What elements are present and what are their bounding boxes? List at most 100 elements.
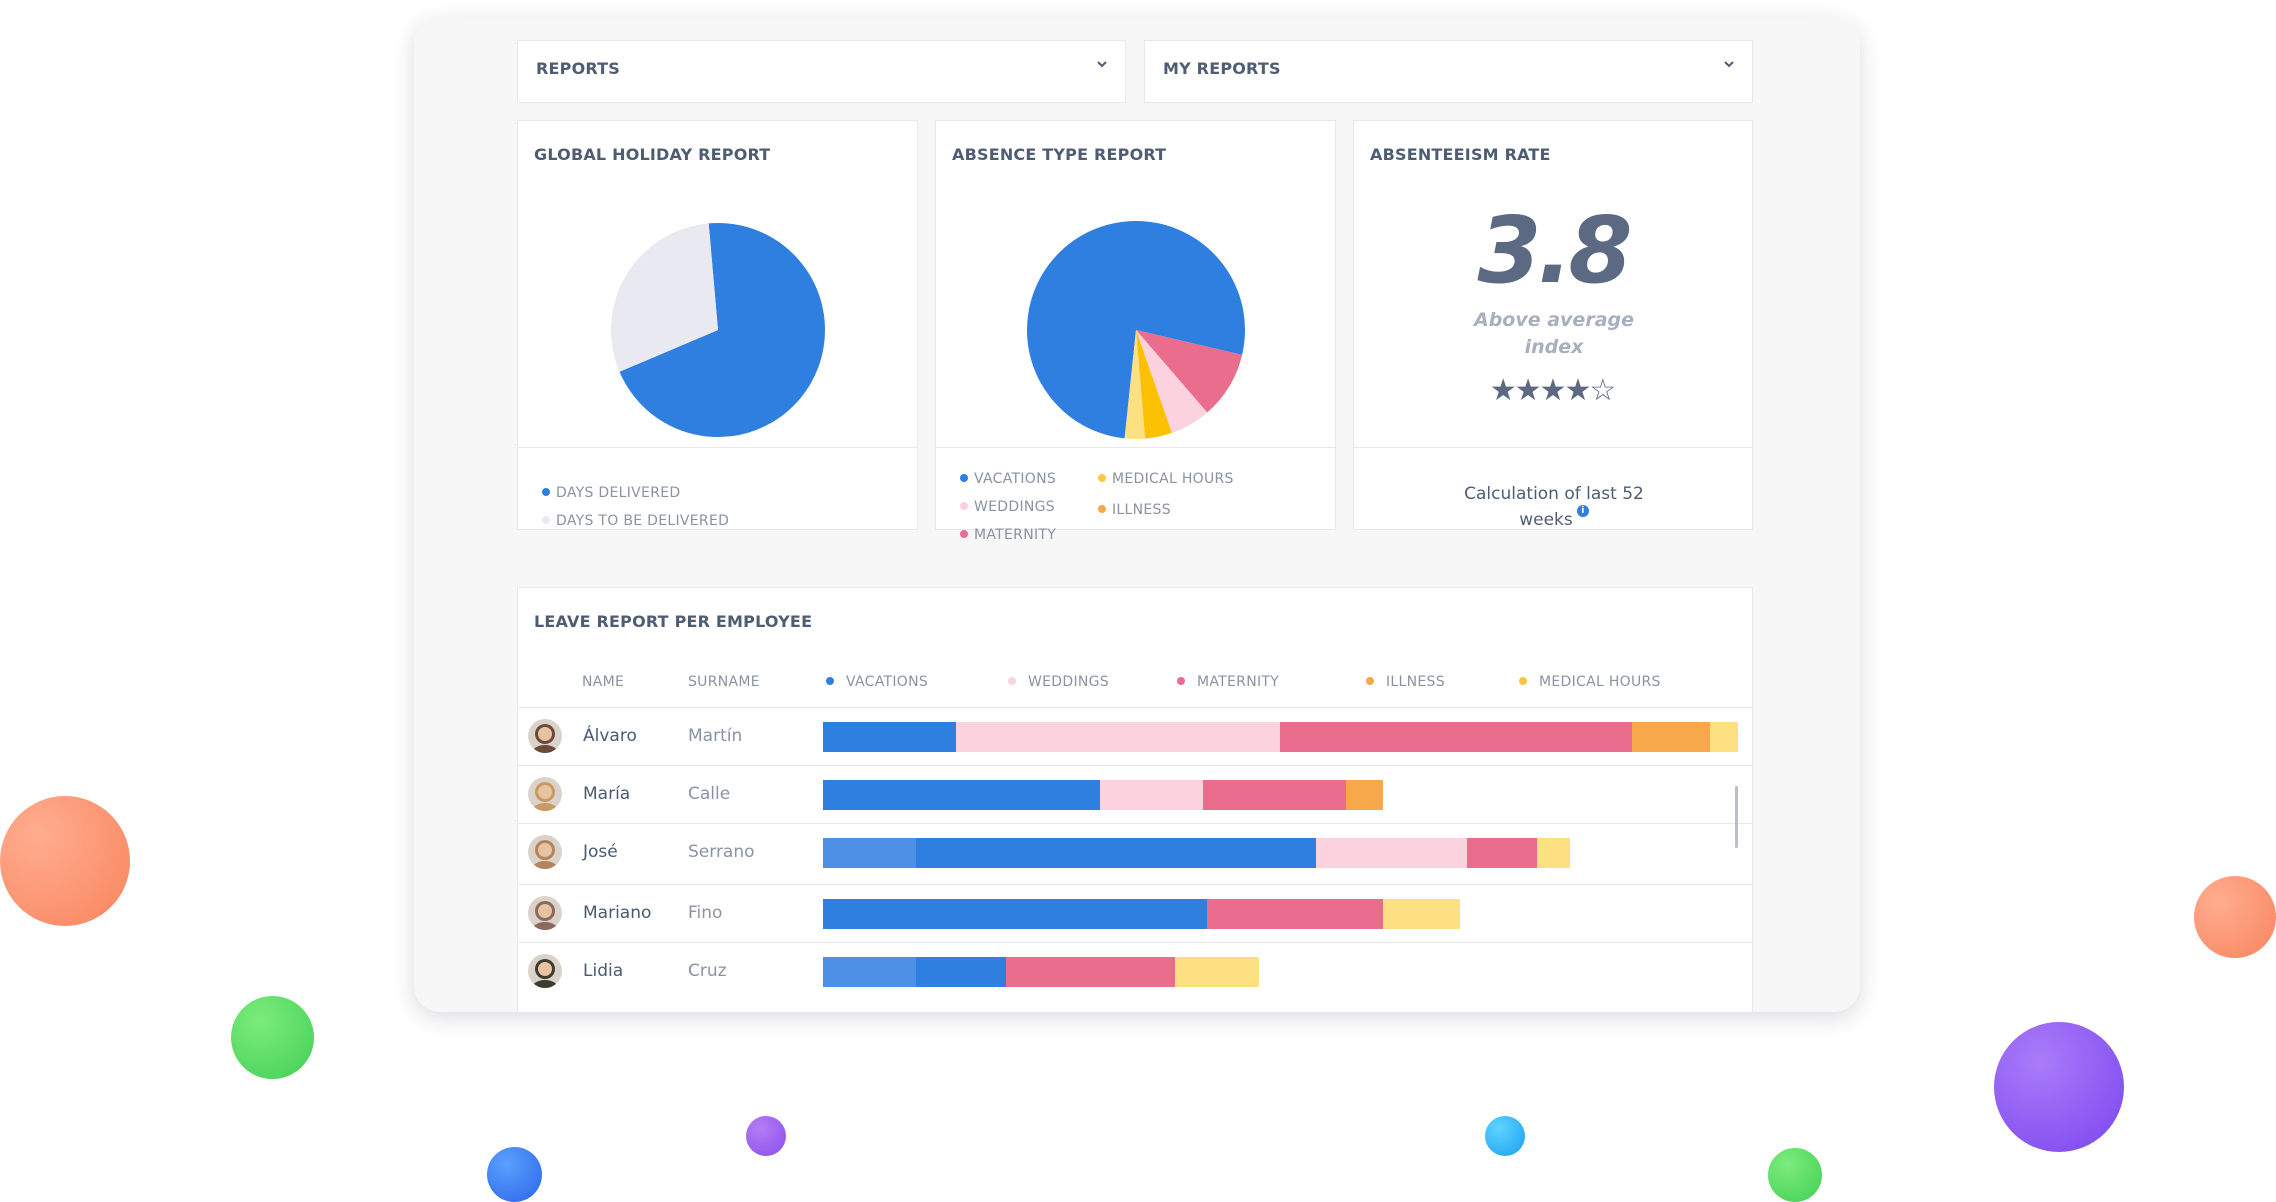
avatar-image — [528, 719, 562, 753]
bar-segment-maternity — [1203, 780, 1346, 810]
star-filled-icon: ★ — [1564, 373, 1592, 408]
avatar-image — [528, 954, 562, 988]
legend-dot — [960, 474, 968, 482]
global-holiday-card: GLOBAL HOLIDAY REPORT DAYS DELIVERED DAY… — [517, 120, 918, 530]
chevron-down-icon — [1724, 61, 1734, 68]
decor-bubble-purple-small — [746, 1116, 786, 1156]
employee-name: Álvaro — [583, 726, 637, 746]
star-filled-icon: ★ — [1514, 373, 1542, 408]
absenteeism-value: 3.8 — [1477, 197, 1633, 304]
stacked-bar — [823, 780, 1383, 810]
col-head-surname: SURNAME — [688, 674, 760, 690]
my-reports-select[interactable]: MY REPORTS — [1144, 40, 1753, 103]
leave-report-card: LEAVE REPORT PER EMPLOYEE NAME SURNAME V… — [517, 587, 1753, 1012]
employee-surname: Martín — [688, 726, 743, 746]
legend-dot — [960, 530, 968, 538]
bar-segment-medical-hours — [1537, 838, 1570, 868]
avatar — [528, 954, 562, 988]
table-row[interactable]: José Serrano — [518, 823, 1752, 882]
star-empty-icon: ☆ — [1589, 373, 1617, 408]
decor-bubble-blue-bottom — [487, 1147, 542, 1202]
leave-report-title: LEAVE REPORT PER EMPLOYEE — [534, 612, 813, 631]
bar-segment-medical-hours — [1175, 957, 1259, 987]
bar-segment-maternity — [1467, 838, 1537, 868]
employee-name: María — [583, 784, 631, 804]
legend-illness: ILLNESS — [1098, 502, 1171, 518]
bar-segment-vacations — [823, 899, 1207, 929]
pie-slice-illness — [1124, 330, 1146, 439]
avatar — [528, 777, 562, 811]
bar-segment-vacations — [823, 957, 916, 987]
stacked-bar — [823, 957, 1259, 987]
avatar-image — [528, 777, 562, 811]
legend-medical-hours: MEDICAL HOURS — [1098, 471, 1234, 487]
avatar — [528, 719, 562, 753]
col-head-weddings: WEDDINGS — [1008, 674, 1109, 690]
star-filled-icon: ★ — [1489, 373, 1517, 408]
legend-dot — [826, 677, 834, 685]
bar-segment-vacations — [916, 838, 1316, 868]
info-icon[interactable]: i — [1576, 505, 1589, 517]
chevron-down-icon — [1097, 61, 1107, 68]
table-row[interactable]: María Calle — [518, 765, 1752, 824]
decor-bubble-green-right — [1768, 1148, 1822, 1202]
divider — [518, 447, 917, 448]
col-head-name: NAME — [582, 674, 625, 690]
table-row[interactable]: Álvaro Martín — [518, 707, 1752, 766]
legend-weddings: WEDDINGS — [960, 499, 1055, 515]
col-head-vacations: VACATIONS — [826, 674, 928, 690]
scrollbar-thumb[interactable] — [1735, 786, 1738, 848]
bar-segment-maternity — [1207, 899, 1383, 929]
decor-bubble-purple-large — [1994, 1022, 2124, 1152]
decor-bubble-orange-left — [0, 796, 130, 926]
col-head-illness: ILLNESS — [1366, 674, 1445, 690]
bar-segment-vacations — [823, 722, 956, 752]
employee-name: Lidia — [583, 961, 624, 981]
absenteeism-title: ABSENTEEISM RATE — [1370, 145, 1551, 164]
employee-surname: Calle — [688, 784, 731, 804]
pie-slice-vacations — [1027, 221, 1245, 439]
bar-segment-maternity — [1006, 957, 1175, 987]
legend-maternity: MATERNITY — [960, 527, 1056, 543]
bar-segment-illness — [1346, 780, 1383, 810]
bar-segment-vacations — [916, 957, 1006, 987]
bar-segment-weddings — [1100, 780, 1203, 810]
bar-segment-vacations — [823, 838, 916, 868]
decor-bubble-cyan — [1485, 1116, 1525, 1156]
legend-days-delivered: DAYS DELIVERED — [542, 485, 680, 501]
bar-segment-weddings — [956, 722, 1280, 752]
avatar-image — [528, 835, 562, 869]
pie-slice-weddings — [1136, 330, 1208, 433]
reports-select[interactable]: REPORTS — [517, 40, 1126, 103]
pie-slice-days-to-be-delivered — [611, 223, 718, 372]
avatar-image — [528, 896, 562, 930]
absence-type-pie — [1027, 221, 1245, 439]
legend-dot — [1098, 505, 1106, 513]
table-row[interactable]: Lidia Cruz — [518, 942, 1752, 1001]
legend-dot — [1177, 677, 1185, 685]
pie-slice-maternity — [1136, 330, 1243, 413]
decor-bubble-green-left — [231, 996, 314, 1079]
bar-segment-medical-hours — [1383, 899, 1460, 929]
dashboard-panel: REPORTS MY REPORTS GLOBAL HOLIDAY REPORT… — [414, 17, 1860, 1012]
bar-segment-vacations — [823, 780, 1100, 810]
pie-slice-medical-hours — [1136, 330, 1172, 439]
avatar — [528, 896, 562, 930]
reports-select-label: REPORTS — [536, 59, 621, 78]
bar-segment-medical-hours — [1710, 722, 1738, 752]
avatar — [528, 835, 562, 869]
legend-dot — [542, 488, 550, 496]
legend-dot — [1519, 677, 1527, 685]
decor-bubble-orange-right — [2194, 876, 2276, 958]
my-reports-select-label: MY REPORTS — [1163, 59, 1281, 78]
bar-segment-illness — [1632, 722, 1710, 752]
col-head-medical-hours: MEDICAL HOURS — [1519, 674, 1661, 690]
table-row[interactable]: Mariano Fino — [518, 884, 1752, 943]
legend-dot — [1098, 474, 1106, 482]
legend-dot — [1366, 677, 1374, 685]
rating-stars: ★★★★☆ — [1354, 373, 1752, 408]
star-filled-icon: ★ — [1539, 373, 1567, 408]
absenteeism-footnote: Calculation of last 52 weeks i — [1464, 484, 1644, 530]
employee-surname: Serrano — [688, 842, 755, 862]
legend-days-to-be-delivered: DAYS TO BE DELIVERED — [542, 513, 729, 529]
